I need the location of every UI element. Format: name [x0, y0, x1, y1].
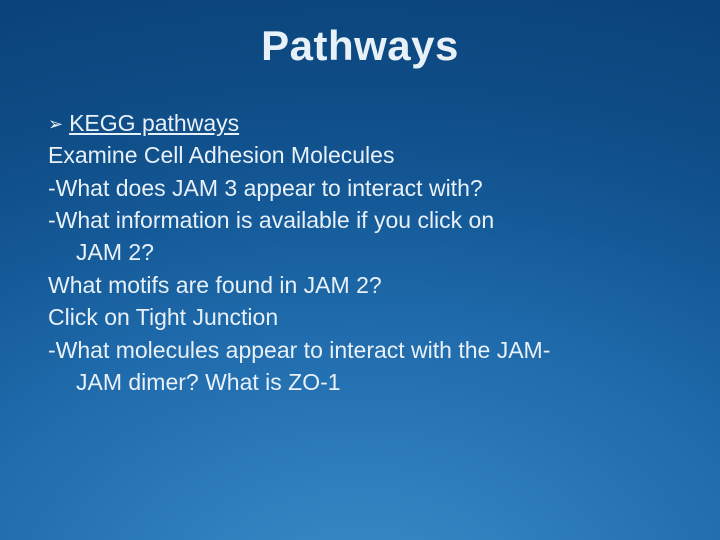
body-line-6b: JAM dimer? What is ZO-1 — [48, 367, 672, 397]
body-line-6: -What molecules appear to interact with … — [48, 335, 672, 365]
body-line-2: -What does JAM 3 appear to interact with… — [48, 173, 672, 203]
body-line-3: -What information is available if you cl… — [48, 205, 672, 235]
body-line-5: Click on Tight Junction — [48, 302, 672, 332]
slide: Pathways ➢KEGG pathways Examine Cell Adh… — [0, 0, 720, 540]
kegg-link[interactable]: KEGG pathways — [69, 110, 239, 136]
body-line-3b: JAM 2? — [48, 237, 672, 267]
body-line-4: What motifs are found in JAM 2? — [48, 270, 672, 300]
bullet-icon: ➢ — [48, 113, 63, 137]
bullet-item: ➢KEGG pathways — [48, 108, 672, 138]
slide-body: ➢KEGG pathways Examine Cell Adhesion Mol… — [48, 108, 672, 399]
slide-title: Pathways — [0, 22, 720, 70]
body-line-1: Examine Cell Adhesion Molecules — [48, 140, 672, 170]
